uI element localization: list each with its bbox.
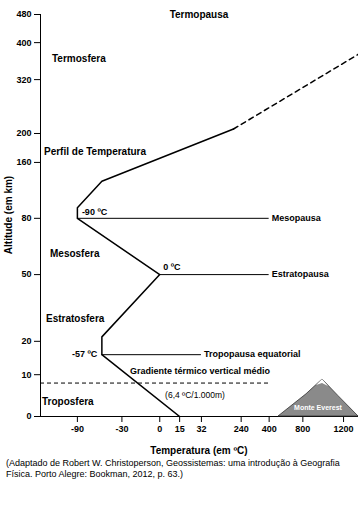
svg-text:0: 0 xyxy=(157,424,162,434)
svg-text:15: 15 xyxy=(175,424,185,434)
svg-text:10: 10 xyxy=(21,370,31,380)
svg-text:Mesosfera: Mesosfera xyxy=(50,248,100,259)
svg-text:Altitude (em km): Altitude (em km) xyxy=(3,176,14,254)
svg-text:Gradiente térmico vertical méd: Gradiente térmico vertical médio xyxy=(130,366,271,376)
svg-text:1200: 1200 xyxy=(334,424,354,434)
svg-text:-90: -90 xyxy=(71,424,84,434)
html-text:(Adaptado de Robert W. Christo: (Adaptado de Robert W. Christoperson, Ge… xyxy=(6,458,340,479)
svg-text:-90 ºC: -90 ºC xyxy=(82,207,108,217)
svg-text:0: 0 xyxy=(26,411,31,421)
svg-text:320: 320 xyxy=(16,75,31,85)
svg-text:240: 240 xyxy=(234,424,249,434)
svg-text:Perfil de Temperatura: Perfil de Temperatura xyxy=(44,146,147,157)
svg-text:0 ºC: 0 ºC xyxy=(163,262,181,272)
svg-text:Troposfera: Troposfera xyxy=(42,396,94,407)
svg-text:480: 480 xyxy=(16,9,31,19)
svg-text:Termopausa: Termopausa xyxy=(170,9,229,20)
svg-text:160: 160 xyxy=(16,157,31,167)
svg-text:400: 400 xyxy=(262,424,277,434)
svg-text:-30: -30 xyxy=(115,424,128,434)
svg-text:Tropopausa equatorial: Tropopausa equatorial xyxy=(204,349,301,359)
svg-text:400: 400 xyxy=(16,38,31,48)
svg-text:800: 800 xyxy=(295,424,310,434)
svg-text:-57 ºC: -57 ºC xyxy=(72,349,98,359)
svg-text:Mesopausa: Mesopausa xyxy=(272,213,322,223)
svg-text:Temperatura (em ºC): Temperatura (em ºC) xyxy=(150,445,247,456)
svg-text:Termosfera: Termosfera xyxy=(52,53,106,64)
svg-text:Estratosfera: Estratosfera xyxy=(46,313,105,324)
svg-text:20: 20 xyxy=(21,336,31,346)
svg-text:50: 50 xyxy=(21,269,31,279)
svg-text:32: 32 xyxy=(196,424,206,434)
svg-text:80: 80 xyxy=(21,213,31,223)
svg-text:(6,4 ºC/1.000m): (6,4 ºC/1.000m) xyxy=(165,390,225,400)
svg-text:Estratopausa: Estratopausa xyxy=(272,269,330,279)
svg-text:200: 200 xyxy=(16,128,31,138)
svg-text:Monte Everest: Monte Everest xyxy=(294,404,343,411)
